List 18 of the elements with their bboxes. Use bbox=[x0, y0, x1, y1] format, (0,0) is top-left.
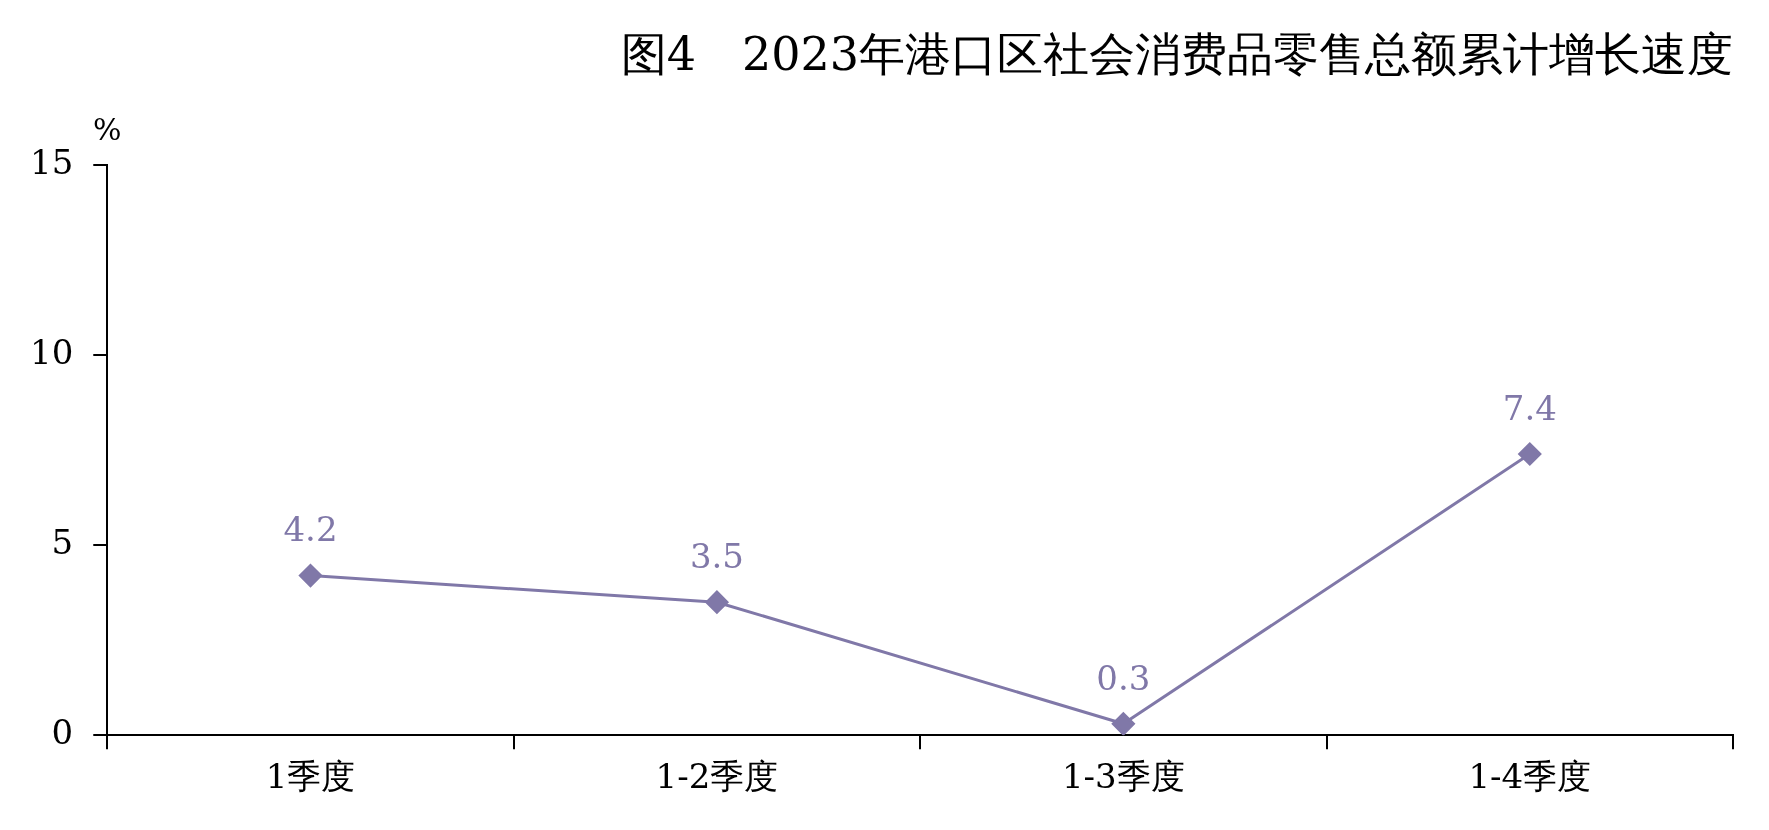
data-label: 0.3 bbox=[1096, 657, 1151, 698]
point bbox=[705, 590, 729, 614]
data-label: 3.5 bbox=[689, 536, 744, 577]
data-label: 4.2 bbox=[283, 509, 338, 550]
chart-title: 图4 2023年港口区社会消费品零售总额累计增长速度 bbox=[620, 26, 1733, 81]
x-tick-label: 1季度 bbox=[265, 756, 356, 797]
x-tick-label: 1-2季度 bbox=[655, 756, 779, 797]
y-tick-label: 15 bbox=[30, 142, 74, 183]
point bbox=[1518, 442, 1542, 466]
point bbox=[1111, 712, 1135, 736]
y-tick-label: 0 bbox=[51, 712, 74, 753]
x-tick-label: 1-4季度 bbox=[1468, 756, 1592, 797]
y-tick-label: 5 bbox=[51, 522, 74, 563]
x-tick-label: 1-3季度 bbox=[1061, 756, 1185, 797]
y-tick-label: 10 bbox=[30, 332, 74, 373]
point bbox=[298, 564, 322, 588]
data-label: 7.4 bbox=[1502, 387, 1557, 428]
y-axis-title: % bbox=[93, 112, 122, 147]
